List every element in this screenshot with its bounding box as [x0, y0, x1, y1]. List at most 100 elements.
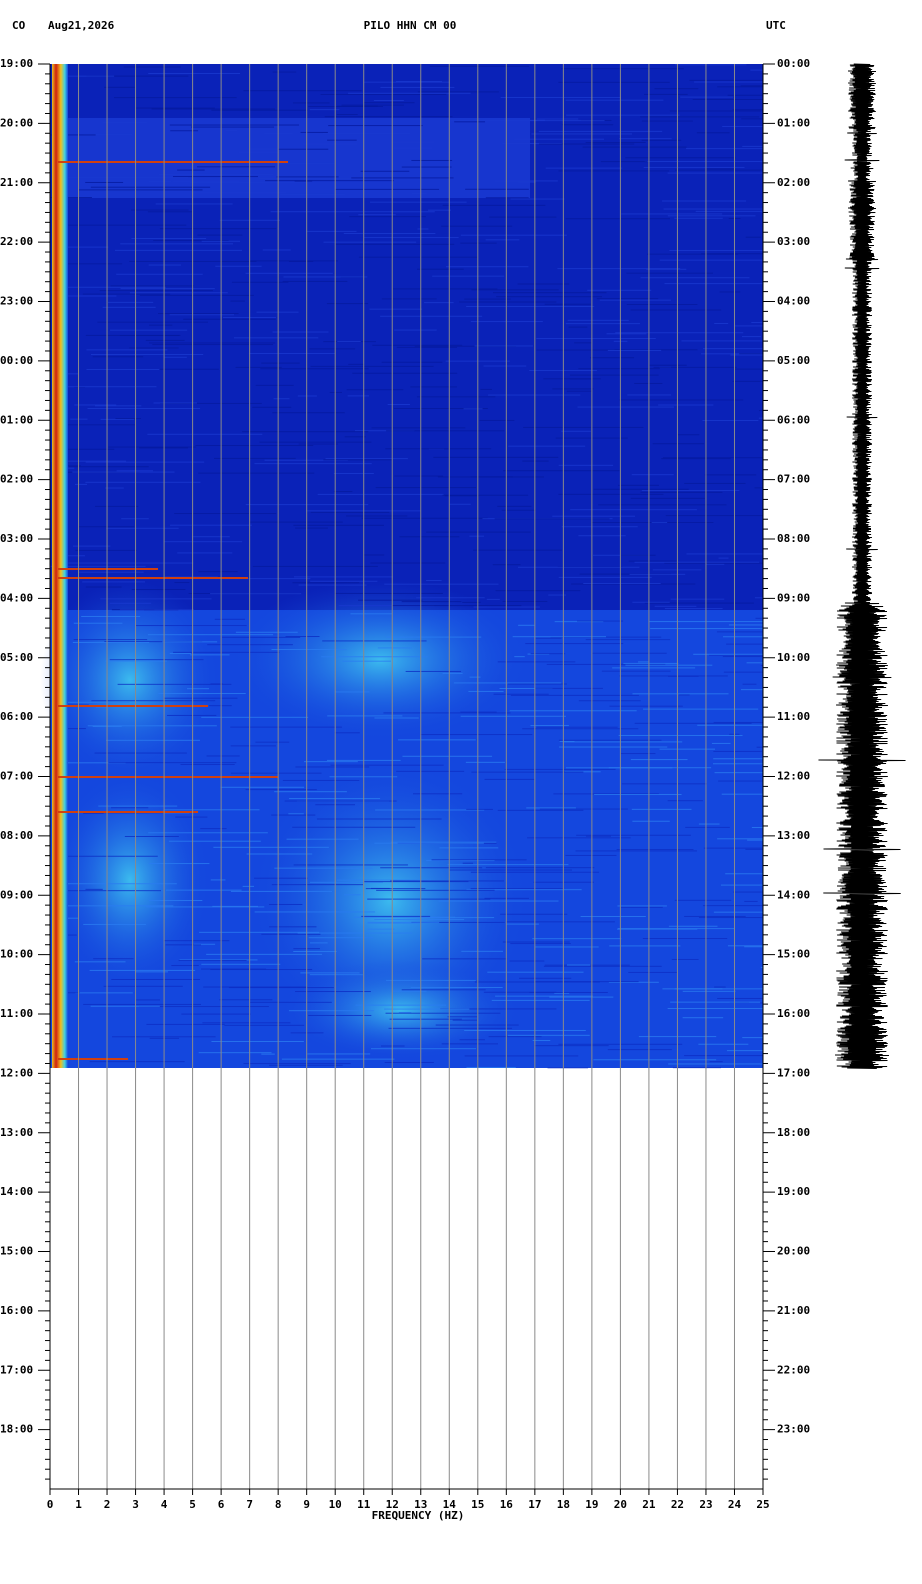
spectrogram-streak	[249, 1001, 332, 1003]
spectrogram-streak	[120, 243, 233, 245]
spectrogram-streak	[606, 333, 647, 335]
spectrogram-streak	[104, 86, 135, 88]
spectrogram-streak	[235, 366, 282, 368]
spectrogram-streak	[282, 280, 348, 282]
spectrogram-streak	[139, 447, 189, 449]
spectrogram-streak	[249, 260, 338, 262]
spectrogram-streak	[166, 714, 217, 716]
spectrogram-streak	[385, 1012, 501, 1014]
spectrogram-streak	[459, 1039, 485, 1041]
spectrogram-streak	[670, 598, 725, 600]
spectrogram-streak	[569, 374, 659, 376]
spectrogram-streak	[726, 1050, 763, 1052]
spectrogram-streak	[558, 170, 670, 172]
spectrogram-streak	[254, 877, 308, 879]
spectrogram-streak	[558, 739, 662, 741]
spectrogram-streak	[668, 1063, 763, 1065]
spectrogram-streak	[163, 940, 230, 942]
spectrogram-streak	[62, 386, 157, 388]
spectrogram-streak	[732, 109, 763, 111]
spectrogram-event	[58, 811, 198, 813]
spectrogram-streak	[102, 306, 156, 308]
y-tick-label: 01:00	[0, 413, 33, 426]
spectrogram-streak	[191, 536, 230, 538]
spectrogram-streak	[442, 494, 529, 496]
spectrogram-streak	[245, 272, 333, 274]
spectrogram-streak	[367, 898, 491, 900]
spectrogram-streak	[65, 728, 86, 730]
spectrogram-streak	[280, 193, 345, 195]
spectrogram-streak	[628, 971, 678, 973]
spectrogram-streak	[129, 347, 179, 349]
spectrogram-streak	[116, 273, 203, 275]
spectrogram-streak	[201, 968, 267, 970]
spectrogram-streak	[336, 879, 431, 881]
spectrogram-streak	[745, 236, 762, 238]
x-tick-label: 19	[585, 1498, 598, 1511]
spectrogram-streak	[387, 403, 410, 405]
spectrogram-streak	[270, 211, 393, 213]
spectrogram-streak	[386, 430, 505, 432]
x-tick-label: 23	[699, 1498, 712, 1511]
spectrogram-streak	[619, 675, 728, 677]
spectrogram-streak	[518, 181, 536, 183]
spectrogram-streak	[64, 373, 79, 375]
spectrogram-streak	[474, 345, 534, 347]
spectrogram-streak	[235, 631, 298, 633]
spectrogram-streak	[87, 407, 201, 409]
spectrogram-streak	[171, 965, 199, 967]
spectrogram-streak	[677, 434, 700, 436]
spectrogram-streak	[219, 999, 273, 1001]
spectrogram-streak	[358, 599, 423, 601]
spectrogram-streak	[535, 946, 599, 948]
spectrogram-streak	[706, 563, 725, 565]
spectrogram-streak	[285, 636, 320, 638]
spectrogram-streak	[734, 325, 763, 327]
spectrogram-streak	[303, 143, 358, 145]
spectrogram-streak	[78, 189, 203, 191]
spectrogram-streak	[428, 209, 452, 211]
spectrogram-streak	[445, 266, 529, 268]
spectrogram-streak	[358, 256, 478, 258]
spectrogram-streak	[502, 142, 562, 144]
spectrogram-streak	[578, 368, 660, 370]
spectrogram-streak	[335, 243, 455, 245]
spectrogram-streak	[383, 712, 511, 714]
spectrogram-streak	[742, 336, 762, 338]
spectrogram-streak	[372, 344, 463, 346]
spectrogram-streak	[367, 922, 421, 924]
spectrogram-streak	[148, 863, 210, 865]
spectrogram-streak	[644, 93, 688, 95]
spectrogram-streak	[100, 598, 212, 600]
y-tick-label: 13:00	[0, 1126, 33, 1139]
spectrogram-streak	[565, 854, 617, 856]
spectrogram-streak	[334, 592, 443, 594]
spectrogram-streak	[609, 705, 683, 707]
y2-tick-label: 19:00	[777, 1185, 810, 1198]
spectrogram-streak	[650, 628, 763, 630]
spectrogram-streak	[86, 369, 160, 371]
spectrogram-streak	[558, 81, 670, 83]
spectrogram-streak	[523, 426, 644, 428]
spectrogram-streak	[509, 710, 637, 712]
spectrogram-streak	[276, 176, 339, 178]
spectrogram-streak	[745, 848, 763, 850]
spectrogram-streak	[310, 365, 434, 367]
spectrogram-streak	[621, 783, 707, 785]
spectrogram-streak	[429, 65, 529, 67]
spectrogram-image	[40, 64, 763, 1069]
y2-tick-label: 05:00	[777, 354, 810, 367]
spectrogram-streak	[460, 711, 497, 713]
spectrogram-streak	[507, 683, 567, 685]
spectrogram-streak	[685, 826, 730, 828]
spectrogram-streak	[377, 647, 412, 649]
spectrogram-streak	[295, 527, 328, 529]
spectrogram-streak	[183, 318, 276, 320]
spectrogram-streak	[134, 971, 168, 973]
spectrogram-streak	[539, 808, 628, 810]
spectrogram-streak	[546, 663, 666, 665]
spectrogram-streak	[663, 208, 763, 210]
spectrogram-streak	[85, 181, 124, 183]
spectrogram-streak	[330, 764, 444, 766]
spectrogram-streak	[242, 431, 369, 433]
